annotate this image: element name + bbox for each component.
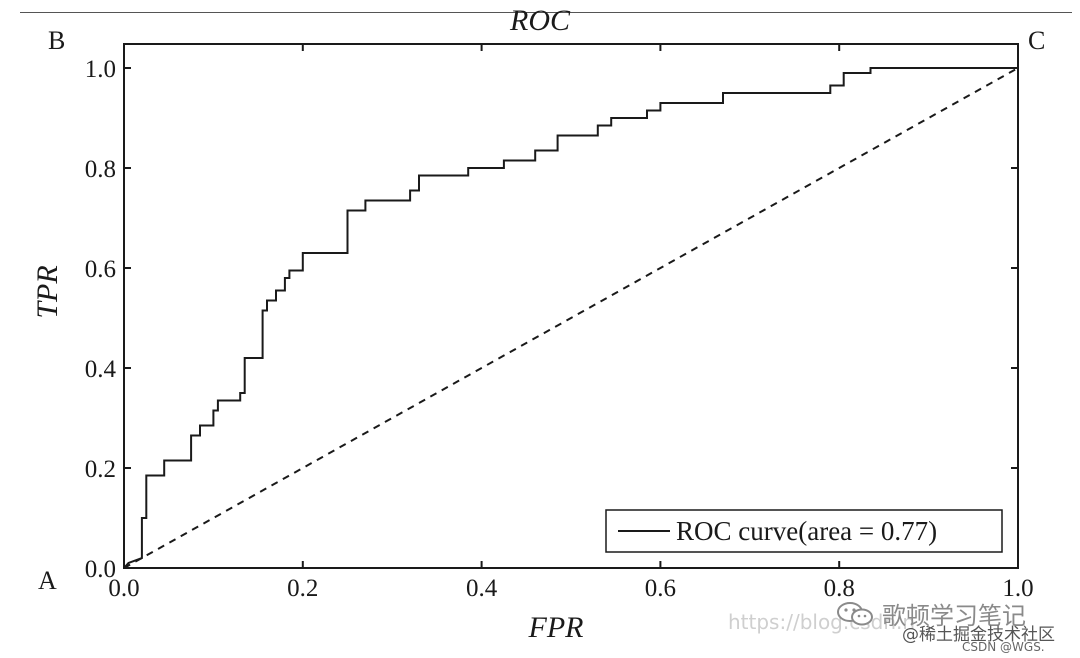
plot-frame — [123, 43, 1019, 569]
x-tick-label: 0.4 — [466, 575, 498, 602]
y-tick-label: 0.6 — [85, 256, 116, 283]
x-tick-label: 0.2 — [287, 575, 318, 602]
top-rule — [20, 12, 1072, 13]
y-tick-label: 0.2 — [85, 456, 116, 483]
x-tick-label: 0.6 — [645, 575, 676, 602]
y-tick-label: 0.8 — [85, 156, 116, 183]
x-axis-label: FPR — [528, 611, 584, 644]
y-tick-label: 1.0 — [85, 56, 116, 83]
corner-label-c: C — [1028, 26, 1046, 55]
watermark-csdn: CSDN @WGS. — [962, 640, 1045, 654]
legend-box — [605, 509, 1003, 553]
corner-label-a: A — [38, 566, 57, 595]
wechat-icon — [837, 601, 873, 625]
chart-title: ROC — [510, 4, 570, 37]
watermark-url: https://blog.csdn.n — [728, 610, 916, 634]
roc-curve-line — [123, 67, 1018, 569]
chance-diagonal-line — [123, 67, 1019, 569]
y-tick-label: 0.0 — [85, 556, 116, 583]
x-tick-label: 0.0 — [108, 575, 139, 602]
watermark-blog: 歌顿学习笔记 — [836, 596, 1026, 631]
watermark-blog-text: 歌顿学习笔记 — [882, 602, 1026, 630]
x-tick-label: 0.8 — [824, 575, 855, 602]
y-tick-label: 0.4 — [85, 356, 117, 383]
x-tick-label: 1.0 — [1002, 575, 1033, 602]
legend-label: ROC curve(area = 0.77) — [676, 516, 937, 546]
corner-label-b: B — [48, 26, 66, 55]
watermark-juejin: @稀土掘金技术社区 — [902, 625, 1055, 645]
